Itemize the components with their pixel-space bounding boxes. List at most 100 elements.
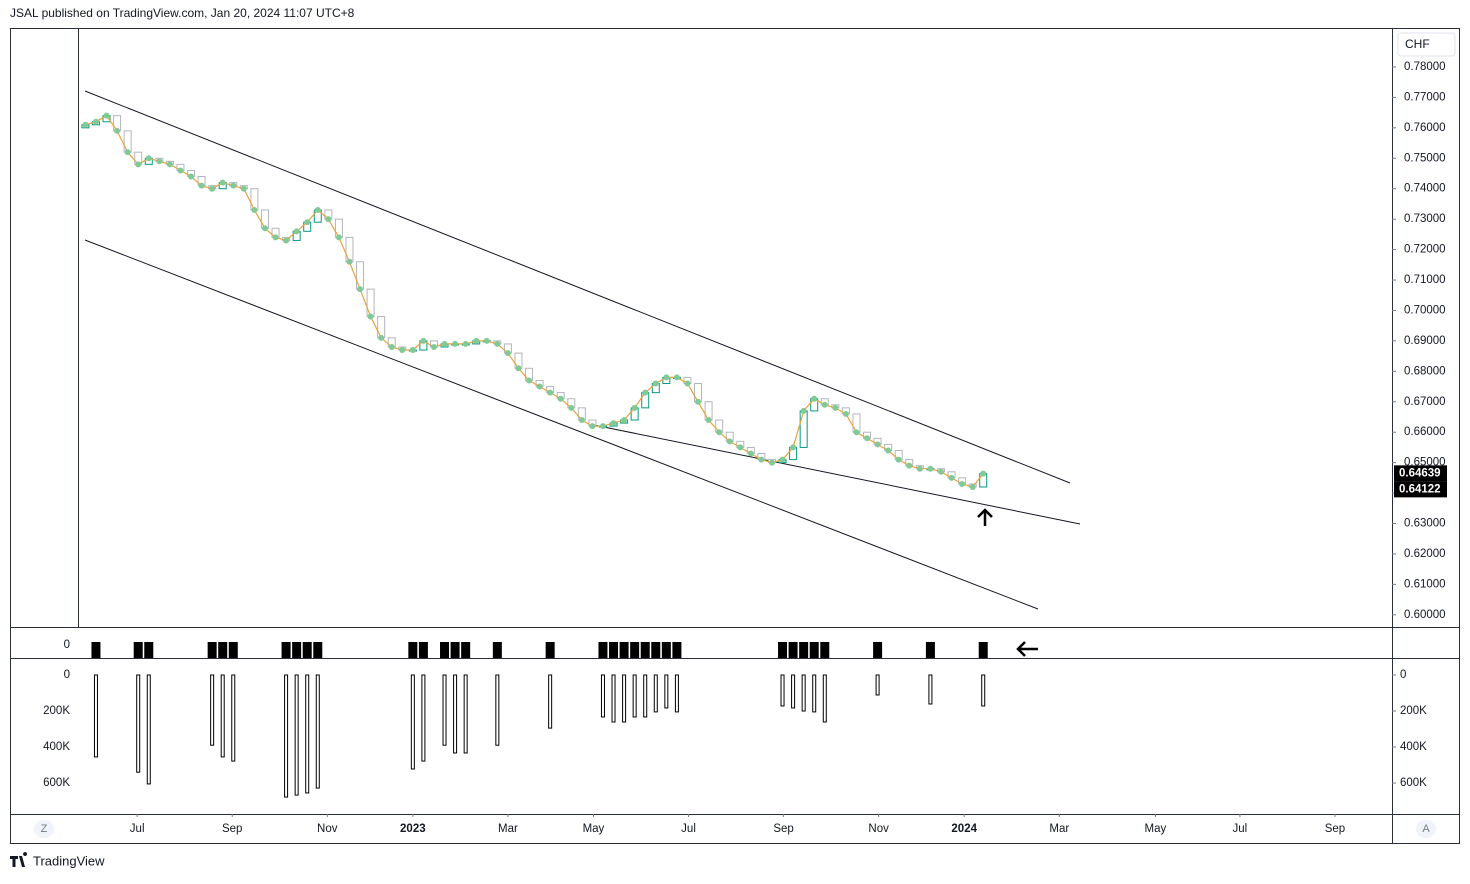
indicator-bar (820, 642, 830, 658)
chart-title: JSAL published on TradingView.com, Jan 2… (10, 6, 355, 20)
y-tick-label: 0.62000 (1404, 548, 1446, 560)
volume-bar (220, 674, 225, 758)
volume-bar (674, 674, 679, 713)
button-label: A (1422, 823, 1430, 835)
close-dot (378, 334, 385, 341)
volume-bar (632, 674, 637, 718)
indicator-bar (228, 642, 238, 658)
indicator-bar (630, 642, 640, 658)
y-tick-label: 0.66000 (1404, 426, 1446, 438)
volume-bar (600, 674, 605, 718)
y-tick-label: 0.76000 (1404, 122, 1446, 134)
close-dot (483, 337, 490, 344)
x-tick-label: Nov (868, 823, 889, 835)
indicator-bar (281, 642, 291, 658)
close-dot (135, 161, 142, 168)
close-dot (800, 407, 807, 414)
close-dot (145, 155, 152, 162)
close-dot (684, 380, 691, 387)
x-tick-label: Jul (1233, 823, 1248, 835)
indicator-bar (218, 642, 228, 658)
volume-bar (812, 674, 817, 713)
close-dot (261, 225, 268, 232)
close-dot (568, 404, 575, 411)
close-dot (409, 347, 416, 354)
indicator-bar (809, 642, 819, 658)
indicator-tick-label: 0 (64, 639, 70, 651)
indicator-bar (873, 642, 883, 658)
close-dot (430, 343, 437, 350)
close-dot (114, 127, 121, 134)
price-label-box (1394, 481, 1447, 498)
close-dot (547, 389, 554, 396)
close-dot (737, 444, 744, 451)
indicator-bar (778, 642, 788, 658)
price-label: 0.64639 (1399, 467, 1441, 479)
close-dot (821, 401, 828, 408)
close-dot (790, 444, 797, 451)
button-label: Z (41, 823, 48, 835)
close-dot (526, 377, 533, 384)
indicator-bar (450, 642, 460, 658)
close-dot (631, 404, 638, 411)
indicator-bar (408, 642, 418, 658)
volume-bar (801, 674, 806, 712)
close-dot (103, 112, 110, 119)
indicator-bar (651, 642, 661, 658)
arrow-up (977, 508, 993, 526)
y-tick-label: 0.78000 (1404, 61, 1446, 73)
close-dot (768, 459, 775, 466)
candle-body (123, 130, 132, 153)
close-dot (230, 182, 237, 189)
close-dot (156, 158, 163, 165)
close-dot (610, 420, 617, 427)
close-dot (853, 429, 860, 436)
close-dot (293, 228, 300, 235)
close-dot (906, 462, 913, 469)
volume-tick-label: 0 (1400, 669, 1406, 681)
volume-bar (93, 674, 98, 758)
close-dot (642, 389, 649, 396)
close-dot (283, 237, 290, 244)
currency-box[interactable] (1397, 32, 1456, 57)
close-dot (652, 380, 659, 387)
close-dot (969, 483, 976, 490)
volume-bar (146, 674, 151, 785)
volume-tick-label: 200K (43, 705, 70, 717)
indicator-bar (440, 642, 450, 658)
y-tick-label: 0.75000 (1404, 152, 1446, 164)
indicator-bar (978, 642, 988, 658)
candle-body (799, 410, 808, 448)
indicator-bar (925, 642, 935, 658)
close-dot (166, 161, 173, 168)
volume-bar (231, 674, 236, 762)
close-dot (399, 347, 406, 354)
indicator-bar (545, 642, 555, 658)
frame (10, 28, 1460, 844)
close-dot (388, 343, 395, 350)
volume-bar (463, 674, 468, 754)
volume-bar (305, 674, 310, 794)
x-tick-label: May (1145, 823, 1167, 835)
currency: CHF (1405, 37, 1430, 51)
close-dot (621, 417, 628, 424)
indicator-bar (418, 642, 428, 658)
close-dot (557, 395, 564, 402)
indicator-bar (292, 642, 302, 658)
y-tick-label: 0.70000 (1404, 304, 1446, 316)
button[interactable] (34, 820, 54, 838)
close-dot (673, 374, 680, 381)
x-tick-label: Sep (222, 823, 242, 835)
close-dot (209, 185, 216, 192)
close-dot (832, 404, 839, 411)
y-tick-label: 0.63000 (1404, 518, 1446, 530)
close-dot (895, 456, 902, 463)
volume-bar (136, 674, 141, 773)
close-dot (864, 435, 871, 442)
x-tick-label: Jul (130, 823, 145, 835)
close-dot (716, 429, 723, 436)
button[interactable] (1416, 820, 1436, 838)
close-dot (346, 258, 353, 265)
volume-bar (780, 674, 785, 707)
